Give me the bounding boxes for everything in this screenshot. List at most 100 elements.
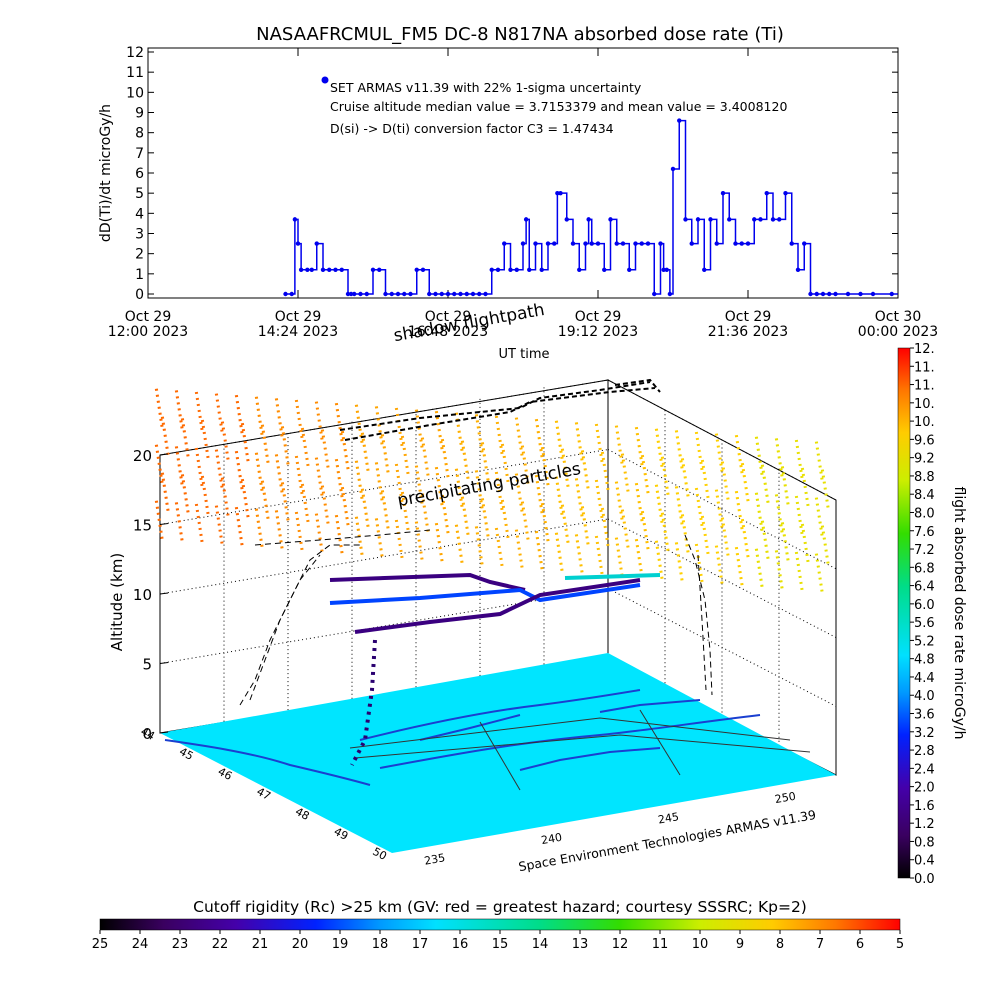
particle-dash [376, 474, 380, 477]
particle-dash [680, 522, 684, 525]
particle-dash [674, 486, 679, 489]
particle-dash [642, 466, 646, 470]
particle-dash [297, 473, 301, 477]
particle-dash [458, 548, 462, 551]
particle-dash [423, 511, 427, 514]
particle-dash [719, 575, 723, 578]
particle-dash [498, 551, 502, 555]
particle-dash [282, 438, 286, 441]
dose-colorbar-tick-label: 6.0 [914, 598, 935, 613]
particle-dash [421, 443, 426, 446]
particle-dash [420, 501, 424, 504]
particle-dash [464, 464, 468, 467]
particle-dash [757, 454, 761, 457]
particle-dash [225, 507, 229, 510]
particle-dash [737, 508, 741, 512]
data-point [470, 291, 476, 297]
particle-dash [599, 565, 603, 569]
particle-dash [345, 516, 349, 520]
particle-dash [635, 544, 640, 548]
particle-dash [476, 482, 480, 485]
particle-dash [798, 519, 802, 523]
right-wall-gridline [607, 518, 837, 638]
particle-dash [504, 467, 508, 471]
particle-dash [478, 438, 482, 441]
particle-dash [300, 435, 304, 439]
particle-dash [496, 539, 500, 543]
x-axis-label: UT time [499, 347, 550, 362]
particle-dash [200, 427, 204, 431]
particle-dash [464, 520, 468, 523]
particle-dash [280, 426, 285, 429]
particle-dash [357, 422, 361, 425]
particle-dash [379, 548, 383, 551]
particle-dash [654, 484, 659, 487]
particle-dash [164, 496, 168, 499]
particle-dash [398, 543, 402, 547]
particle-dash [214, 505, 219, 508]
particle-dash [215, 399, 220, 402]
particle-dash [246, 458, 250, 462]
particle-dash [202, 487, 206, 491]
particle-dash [520, 453, 524, 456]
particle-dash [222, 433, 226, 436]
particle-dash [500, 451, 504, 455]
particle-dash [775, 444, 780, 447]
particle-dash [314, 513, 319, 516]
y-tick-label: 1 [135, 267, 144, 283]
data-point [683, 217, 688, 222]
particle-dash [286, 518, 290, 521]
particle-dash [440, 438, 445, 442]
particle-dash [460, 504, 464, 507]
particle-dash [576, 434, 580, 437]
particle-dash [519, 447, 523, 450]
particle-dash [782, 534, 786, 537]
particle-dash [676, 442, 680, 445]
data-point [652, 291, 657, 297]
particle-dash [657, 558, 661, 561]
particle-dash [561, 510, 566, 513]
particle-dash [356, 528, 360, 531]
particle-dash [221, 483, 226, 486]
particle-dash [196, 403, 200, 407]
particle-dash [500, 443, 505, 447]
particle-dash [280, 434, 284, 437]
particle-dash [822, 481, 826, 484]
particle-dash [462, 452, 466, 455]
particle-dash [719, 519, 723, 522]
particle-dash [438, 546, 442, 550]
altitude-tick-mark [159, 662, 169, 664]
particle-dash [536, 486, 540, 490]
data-point [295, 241, 301, 246]
particle-dash [498, 439, 502, 443]
particle-dash [339, 432, 343, 436]
data-point [433, 291, 438, 297]
particle-dash [746, 554, 750, 558]
particle-dash [323, 447, 327, 450]
particle-dash [738, 458, 742, 462]
particle-dash [437, 484, 441, 488]
particle-dash [163, 490, 167, 493]
data-point [348, 291, 354, 297]
particle-dash [496, 427, 500, 431]
particle-dash [383, 508, 387, 511]
particle-dash [557, 550, 561, 553]
particle-dash [340, 430, 345, 434]
particle-dash [764, 544, 768, 547]
particle-dash [345, 460, 349, 464]
particle-dash [821, 475, 826, 478]
particle-dash [685, 488, 689, 491]
x-tick-label-date: Oct 30 [875, 309, 921, 325]
particle-dash [366, 524, 370, 527]
particle-dash [416, 533, 420, 536]
particle-dash [806, 503, 810, 507]
particle-dash [698, 455, 702, 459]
particle-dash [438, 490, 442, 494]
annotation-line-1: SET ARMAS v11.39 with 22% 1-sigma uncert… [330, 80, 642, 95]
particle-dash [754, 492, 759, 495]
particle-dash [526, 537, 530, 540]
particle-dash [218, 473, 222, 476]
particle-dash [474, 526, 479, 529]
particle-dash [680, 578, 684, 581]
particle-dash [715, 551, 720, 554]
